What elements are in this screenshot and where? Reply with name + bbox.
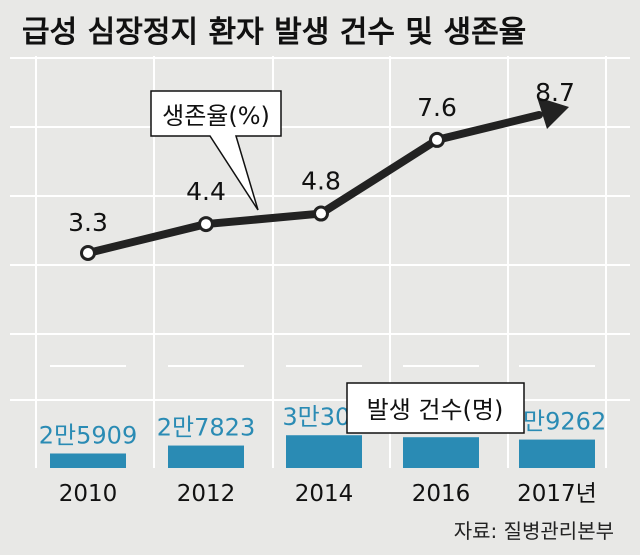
- x-tick-label: 2017년: [517, 481, 597, 507]
- line-point: [429, 131, 445, 148]
- x-tick-label: 2016: [412, 481, 471, 507]
- bar-value-label: 2만7823: [157, 414, 255, 442]
- bar-value-label: 2만5909: [39, 421, 137, 449]
- line-value-label: 4.8: [301, 167, 341, 196]
- line-legend-box: [150, 90, 282, 211]
- bar: [50, 453, 126, 468]
- x-tick-label: 2014: [295, 481, 354, 507]
- bar-legend-label: 발생 건수(명): [367, 396, 504, 424]
- line-point: [80, 245, 96, 261]
- bar: [286, 435, 362, 468]
- line-value-label: 4.4: [186, 177, 226, 206]
- bar: [403, 437, 479, 468]
- bar: [519, 439, 595, 468]
- line-arrowhead: [537, 96, 569, 129]
- x-tick-label: 2010: [59, 481, 118, 507]
- source-note: 자료: 질병관리본부: [454, 519, 614, 543]
- line-value-label: 3.3: [68, 208, 108, 237]
- chart-title: 급성 심장정지 환자 발생 건수 및 생존율: [22, 15, 526, 50]
- line-legend-label: 생존율(%): [162, 102, 270, 130]
- line-point: [198, 216, 214, 233]
- line-value-label: 8.7: [535, 78, 575, 107]
- bar-legend-box: [346, 382, 525, 434]
- bar: [168, 445, 244, 468]
- line-point: [313, 205, 329, 222]
- line-value-label: 7.6: [417, 93, 457, 122]
- x-tick-label: 2012: [177, 481, 236, 507]
